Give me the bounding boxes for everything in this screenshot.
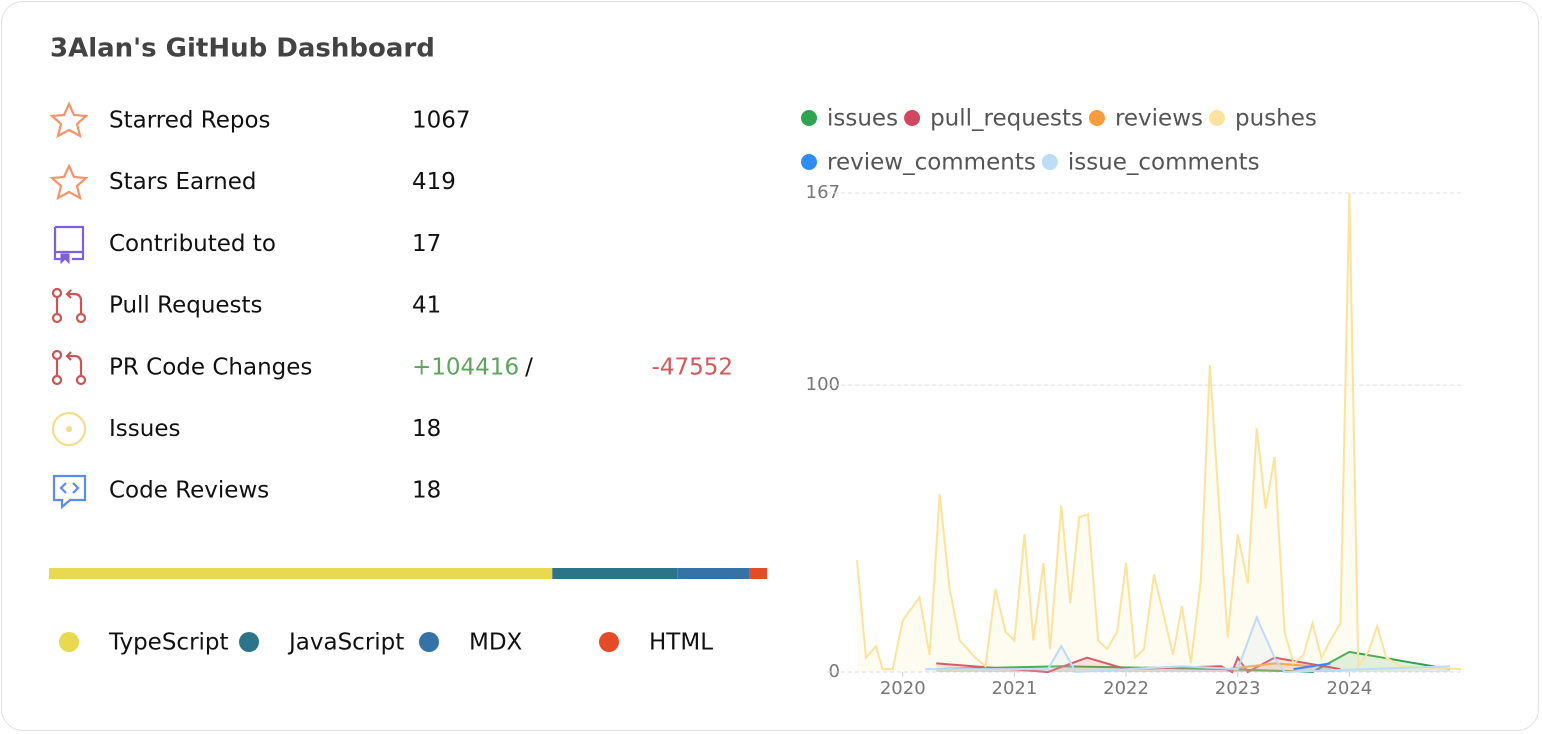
- legend-dot: [1041, 154, 1058, 170]
- legend-dot: [904, 110, 921, 126]
- repo-icon: [53, 225, 85, 261]
- language-bar: [749, 568, 767, 579]
- languages: TypeScript JavaScript MDX HTML: [49, 568, 767, 656]
- stat-value: 18: [412, 478, 441, 504]
- stat-label: Issues: [109, 416, 180, 442]
- y-tick-label: 100: [806, 374, 840, 395]
- x-tick-label: 2021: [992, 678, 1038, 699]
- language-name: JavaScript: [287, 630, 404, 656]
- x-tick-label: 2024: [1326, 678, 1372, 699]
- area: [925, 617, 1450, 672]
- title: 3Alan's GitHub Dashboard: [50, 34, 435, 64]
- language-dot: [239, 632, 259, 652]
- star-icon: [49, 101, 89, 139]
- repo-icon-mark: [60, 253, 70, 265]
- language-dot: [59, 632, 79, 652]
- line: [925, 614, 1450, 674]
- legend-label: issue_comments: [1068, 150, 1260, 176]
- review-icon: [52, 474, 87, 510]
- language-bar: [49, 568, 553, 579]
- stat-label: Code Reviews: [109, 478, 269, 504]
- pr-icon: [51, 349, 87, 386]
- stat-label: PR Code Changes: [109, 354, 312, 380]
- stat-label: Pull Requests: [109, 293, 263, 319]
- star-icon: [49, 163, 89, 201]
- line: [856, 192, 1462, 671]
- pr-icon: [51, 287, 87, 324]
- stat-value: 1067: [412, 108, 471, 134]
- stat-value: 41: [412, 293, 441, 319]
- language-bar: [552, 568, 678, 579]
- issue-icon: [51, 411, 87, 447]
- line: [1293, 662, 1331, 671]
- stat-value: 419: [412, 169, 456, 195]
- deletions: -47552: [652, 354, 733, 380]
- legend-dot: [1088, 110, 1105, 126]
- icons: [49, 101, 89, 510]
- x-tick-label: 2022: [1103, 678, 1149, 699]
- x-tick-label: 2020: [880, 678, 926, 699]
- legend-label: issues: [827, 106, 898, 132]
- language-dot: [419, 632, 439, 652]
- line: [1227, 662, 1313, 671]
- stat-value: 17: [412, 231, 441, 257]
- stat-label: Stars Earned: [109, 169, 256, 195]
- y-tick-label: 167: [806, 182, 840, 203]
- stat-label: Contributed to: [109, 231, 276, 257]
- language-name: MDX: [469, 630, 523, 656]
- area: [857, 193, 1461, 672]
- language-dot: [599, 632, 619, 652]
- language-name: HTML: [649, 630, 713, 656]
- legend-dot: [801, 110, 817, 126]
- language-name: TypeScript: [108, 630, 229, 656]
- stats: Starred Repos 1067 Stars Earned 419 Contribu…: [109, 108, 733, 504]
- language-bar: [677, 568, 750, 579]
- legend-label: reviews: [1115, 106, 1203, 132]
- stat-value: 18: [412, 416, 441, 442]
- additions: +104416: [412, 354, 519, 380]
- x-tick-label: 2023: [1215, 678, 1261, 699]
- stat-label: Starred Repos: [109, 108, 271, 134]
- separator: /: [525, 354, 533, 380]
- legend-dot: [801, 154, 817, 170]
- legend-label: pushes: [1235, 106, 1317, 132]
- legend-label: review_comments: [827, 150, 1036, 176]
- legend-dot: [1209, 110, 1225, 126]
- legend-label: pull_requests: [930, 106, 1083, 132]
